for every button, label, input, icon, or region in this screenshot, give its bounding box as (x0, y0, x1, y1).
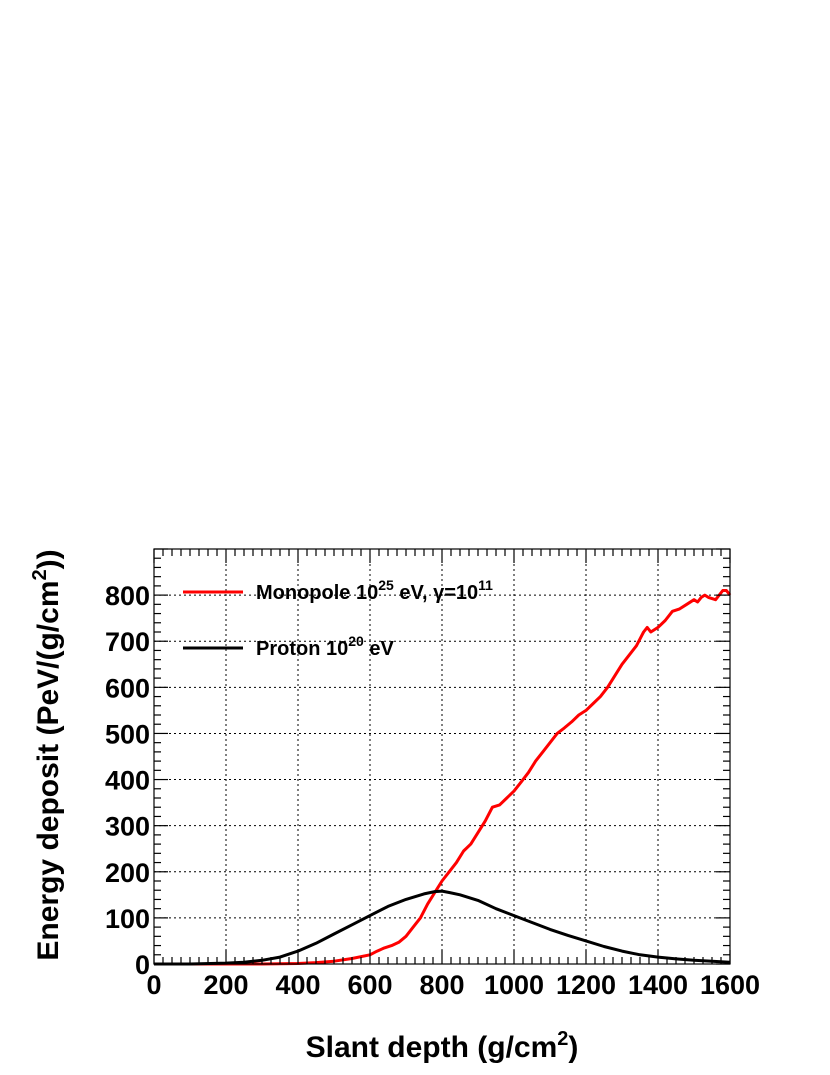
axes: 0 200 400 600 800 1000 1200 1400 1600 0 100 200 300 4… (105, 548, 760, 1000)
x-tick-label: 0 (146, 970, 161, 1000)
y-tick-label: 600 (105, 673, 150, 703)
y-tick-label: 300 (105, 812, 150, 842)
x-tick-label: 800 (419, 970, 464, 1000)
series-line-1 (154, 889, 731, 966)
x-tick-label: 1200 (556, 970, 616, 1000)
y-tick-label: 500 (105, 719, 150, 749)
data-series (154, 589, 732, 966)
x-tick-label: 600 (347, 970, 392, 1000)
x-tick-label: 400 (275, 970, 320, 1000)
grid (154, 549, 730, 964)
legend-label-0: Monopole 1025 eV, γ=1011 (256, 577, 493, 604)
x-tick-label: 1400 (628, 970, 688, 1000)
plot-frame (153, 548, 731, 965)
x-tick-label: 200 (203, 970, 248, 1000)
y-axis-title: Energy deposit (PeV/(g/cm2)) (29, 549, 65, 960)
legend-label-1: Proton 1020 eV (256, 633, 395, 660)
y-tick-label: 200 (105, 858, 150, 888)
y-tick-label: 700 (105, 627, 150, 657)
y-tick-label: 0 (135, 950, 150, 980)
y-tick-label: 400 (105, 766, 150, 796)
x-tick-label: 1000 (484, 970, 544, 1000)
x-axis-title: Slant depth (g/cm2) (306, 1028, 579, 1064)
y-tick-label: 800 (105, 581, 150, 611)
y-tick-label: 100 (105, 904, 150, 934)
x-tick-label: 1600 (700, 970, 760, 1000)
legend: Monopole 1025 eV, γ=1011 Proton 1020 eV (183, 577, 493, 660)
series-line-0 (154, 589, 732, 966)
